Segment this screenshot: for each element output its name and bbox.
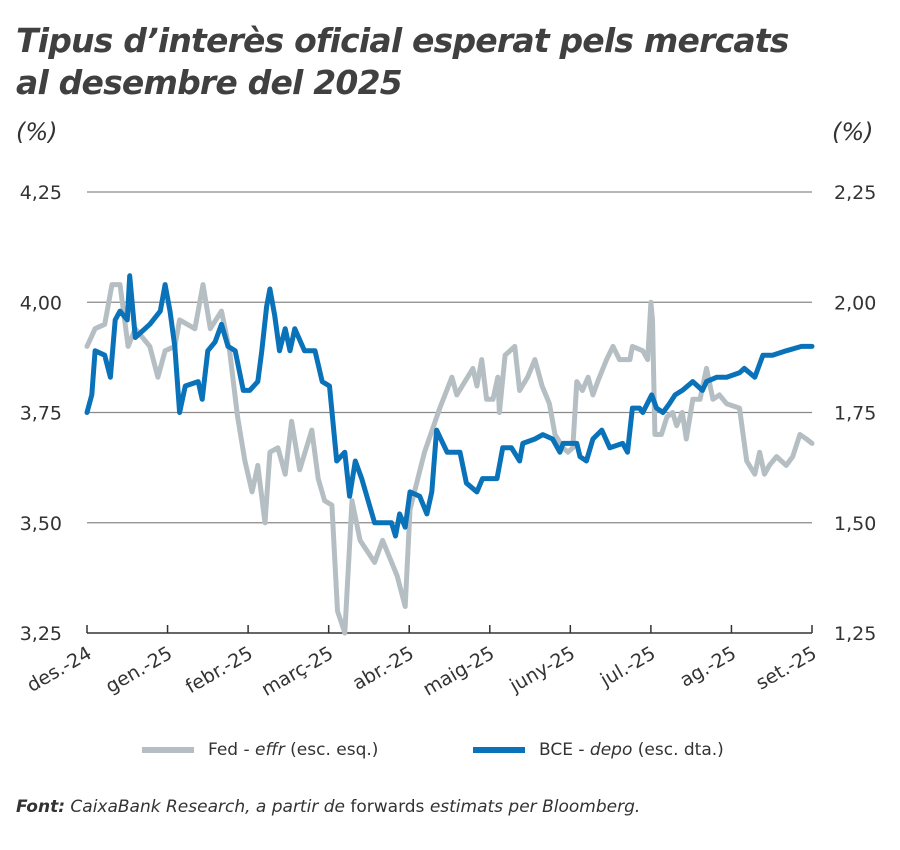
- y-right-tick-label: 1,25: [834, 623, 876, 645]
- x-tick-label: juny-25: [505, 642, 579, 697]
- source-note: Font: CaixaBank Research, a partir de fo…: [16, 797, 641, 817]
- chart-title: Tipus d’interès oficial esperat pels mer…: [16, 20, 789, 104]
- x-tick-label: set.-25: [752, 642, 820, 694]
- y-left-tick-label: 3,50: [20, 513, 62, 535]
- x-tick-label: des.-24: [23, 642, 95, 696]
- legend: Fed - effr (esc. esq.) BCE - depo (esc. …: [0, 740, 900, 770]
- y-left-tick-label: 4,25: [20, 182, 62, 204]
- x-tick-label: jul.-25: [596, 642, 660, 691]
- y-left-tick-label: 4,00: [20, 292, 62, 314]
- legend-swatch-bce: [473, 747, 525, 753]
- series-line-fed: [84, 282, 815, 636]
- legend-item-fed: Fed - effr (esc. esq.): [142, 740, 378, 760]
- series-line-bce: [84, 273, 815, 539]
- y-left-tick-label: 3,25: [20, 623, 62, 645]
- x-tick-label: gen.-25: [102, 642, 176, 697]
- x-tick-label: ag.-25: [676, 642, 740, 691]
- y-right-tick-label: 2,25: [834, 182, 876, 204]
- x-tick-label: maig-25: [419, 642, 498, 700]
- y-right-tick-label: 1,75: [834, 403, 876, 425]
- y-right-tick-label: 2,00: [834, 292, 876, 314]
- y-right-tick-label: 1,50: [834, 513, 876, 535]
- x-tick-label: abr.-25: [349, 642, 418, 694]
- legend-label-fed: Fed - effr (esc. esq.): [208, 740, 379, 760]
- left-axis-unit: (%): [16, 118, 58, 146]
- legend-swatch-fed: [142, 747, 194, 753]
- x-tick-label: març-25: [258, 642, 337, 701]
- legend-item-bce: BCE - depo (esc. dta.): [473, 740, 724, 760]
- right-axis-unit: (%): [832, 118, 874, 146]
- x-tick-label: febr.-25: [182, 642, 257, 698]
- title-line-2: al desembre del 2025: [16, 63, 403, 102]
- y-left-tick-label: 3,75: [20, 403, 62, 425]
- title-line-1: Tipus d’interès oficial esperat pels mer…: [16, 21, 789, 60]
- legend-label-bce: BCE - depo (esc. dta.): [539, 740, 724, 760]
